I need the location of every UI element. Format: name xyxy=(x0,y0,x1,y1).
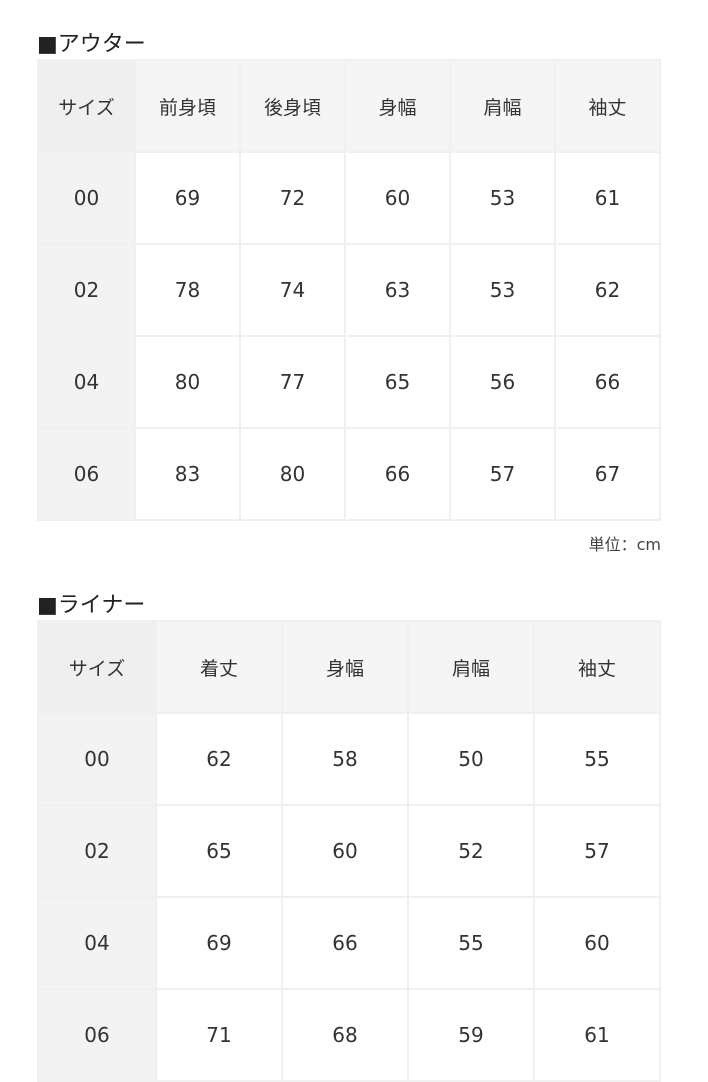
measurement-cell: 53 xyxy=(449,243,556,337)
measurement-cell: 74 xyxy=(239,243,346,337)
measurement-cell: 60 xyxy=(344,151,451,245)
table-row: 06 71 68 59 61 xyxy=(37,988,661,1082)
measurement-cell: 55 xyxy=(533,712,661,806)
column-header: 着丈 xyxy=(155,620,283,714)
measurement-cell: 72 xyxy=(239,151,346,245)
size-cell: 06 xyxy=(37,427,136,521)
measurement-cell: 69 xyxy=(134,151,241,245)
measurement-cell: 68 xyxy=(281,988,409,1082)
measurement-cell: 58 xyxy=(281,712,409,806)
measurement-cell: 50 xyxy=(407,712,535,806)
size-cell: 04 xyxy=(37,335,136,429)
column-header: 肩幅 xyxy=(407,620,535,714)
liner-title: ■ライナー xyxy=(37,593,146,618)
size-cell: 02 xyxy=(37,243,136,337)
outer-title: ■アウター xyxy=(37,32,146,57)
size-cell: 00 xyxy=(37,151,136,245)
measurement-cell: 69 xyxy=(155,896,283,990)
measurement-cell: 61 xyxy=(554,151,661,245)
table-row: 02 65 60 52 57 xyxy=(37,804,661,898)
measurement-cell: 66 xyxy=(554,335,661,429)
table-row: 04 80 77 65 56 66 xyxy=(37,335,661,429)
size-cell: 04 xyxy=(37,896,157,990)
header-row: サイズ 前身頃 後身頃 身幅 肩幅 袖丈 xyxy=(37,59,661,153)
measurement-cell: 61 xyxy=(533,988,661,1082)
column-header: 後身頃 xyxy=(239,59,346,153)
measurement-cell: 66 xyxy=(344,427,451,521)
measurement-cell: 52 xyxy=(407,804,535,898)
header-row: サイズ 着丈 身幅 肩幅 袖丈 xyxy=(37,620,661,714)
measurement-cell: 62 xyxy=(554,243,661,337)
measurement-cell: 80 xyxy=(134,335,241,429)
column-header: 身幅 xyxy=(281,620,409,714)
table-row: 06 83 80 66 57 67 xyxy=(37,427,661,521)
measurement-cell: 57 xyxy=(449,427,556,521)
measurement-cell: 53 xyxy=(449,151,556,245)
measurement-cell: 65 xyxy=(155,804,283,898)
column-header: 袖丈 xyxy=(533,620,661,714)
column-header: 前身頃 xyxy=(134,59,241,153)
measurement-cell: 60 xyxy=(281,804,409,898)
measurement-cell: 67 xyxy=(554,427,661,521)
outer-size-table: サイズ 前身頃 後身頃 身幅 肩幅 袖丈 00 69 72 60 53 61 02 78 74 63 53 62 0… xyxy=(37,59,661,521)
measurement-cell: 57 xyxy=(533,804,661,898)
measurement-cell: 66 xyxy=(281,896,409,990)
size-cell: 02 xyxy=(37,804,157,898)
measurement-cell: 63 xyxy=(344,243,451,337)
measurement-cell: 56 xyxy=(449,335,556,429)
column-header: サイズ xyxy=(37,59,136,153)
measurement-cell: 59 xyxy=(407,988,535,1082)
table-row: 00 62 58 50 55 xyxy=(37,712,661,806)
measurement-cell: 78 xyxy=(134,243,241,337)
measurement-cell: 80 xyxy=(239,427,346,521)
table-row: 04 69 66 55 60 xyxy=(37,896,661,990)
measurement-cell: 65 xyxy=(344,335,451,429)
size-cell: 06 xyxy=(37,988,157,1082)
size-cell: 00 xyxy=(37,712,157,806)
measurement-cell: 83 xyxy=(134,427,241,521)
table-row: 02 78 74 63 53 62 xyxy=(37,243,661,337)
measurement-cell: 62 xyxy=(155,712,283,806)
column-header: 身幅 xyxy=(344,59,451,153)
column-header: 袖丈 xyxy=(554,59,661,153)
measurement-cell: 71 xyxy=(155,988,283,1082)
measurement-cell: 60 xyxy=(533,896,661,990)
column-header: サイズ xyxy=(37,620,157,714)
table-row: 00 69 72 60 53 61 xyxy=(37,151,661,245)
unit-note: 単位：cm xyxy=(588,535,661,554)
column-header: 肩幅 xyxy=(449,59,556,153)
measurement-cell: 77 xyxy=(239,335,346,429)
measurement-cell: 55 xyxy=(407,896,535,990)
liner-size-table: サイズ 着丈 身幅 肩幅 袖丈 00 62 58 50 55 02 65 60 52 57 04 69 66 55 6… xyxy=(37,620,661,1082)
